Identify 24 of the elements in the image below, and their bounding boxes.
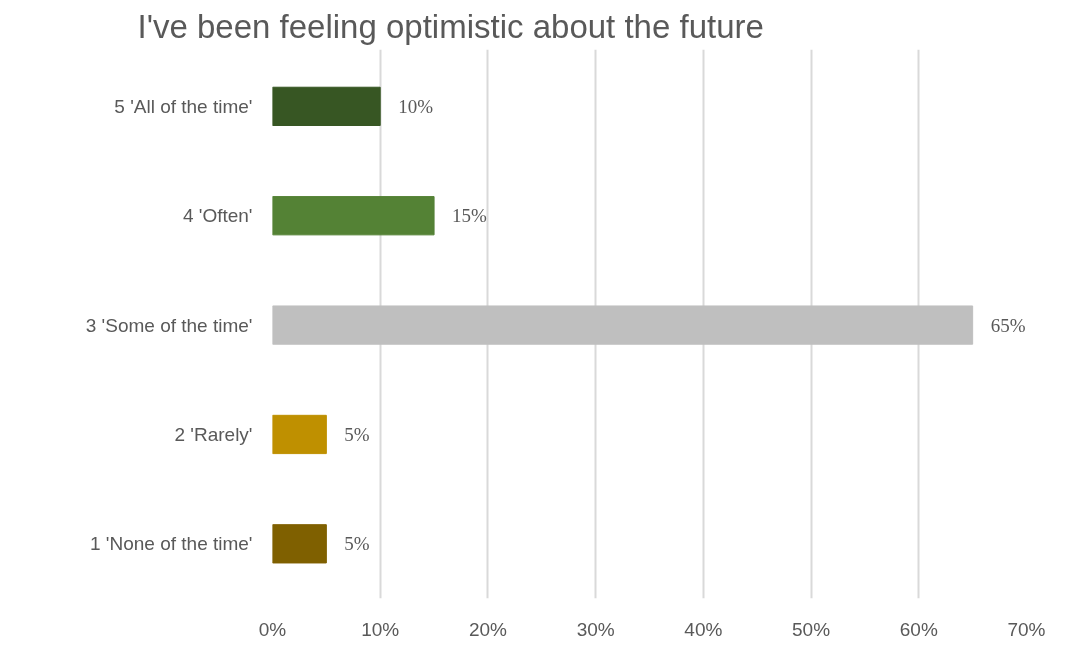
bar	[272, 86, 381, 127]
x-tick-label: 30%	[576, 618, 615, 640]
y-tick-label: 3 'Some of the time'	[85, 314, 253, 336]
bar	[272, 305, 974, 345]
y-tick-label: 5 'All of the time'	[114, 95, 253, 117]
bar	[272, 524, 327, 564]
y-tick-label: 4 'Often'	[182, 205, 253, 227]
data-label: 65%	[990, 314, 1026, 336]
chart-title: I've been feeling optimistic about the future	[137, 7, 764, 45]
bar	[272, 196, 435, 236]
x-tick-label: 10%	[361, 618, 400, 640]
data-label: 15%	[452, 205, 488, 227]
x-tick-label: 60%	[899, 618, 938, 640]
x-tick-label: 70%	[1007, 618, 1046, 640]
x-tick-label: 0%	[258, 618, 287, 640]
x-tick-label: 40%	[684, 618, 723, 640]
data-label: 5%	[344, 423, 370, 445]
data-label: 10%	[398, 95, 434, 117]
data-label: 5%	[344, 533, 370, 555]
bar	[272, 414, 327, 455]
x-tick-label: 50%	[792, 618, 831, 640]
y-tick-label: 2 'Rarely'	[174, 423, 253, 445]
y-tick-label: 1 'None of the time'	[89, 533, 253, 555]
x-tick-label: 20%	[468, 618, 508, 640]
